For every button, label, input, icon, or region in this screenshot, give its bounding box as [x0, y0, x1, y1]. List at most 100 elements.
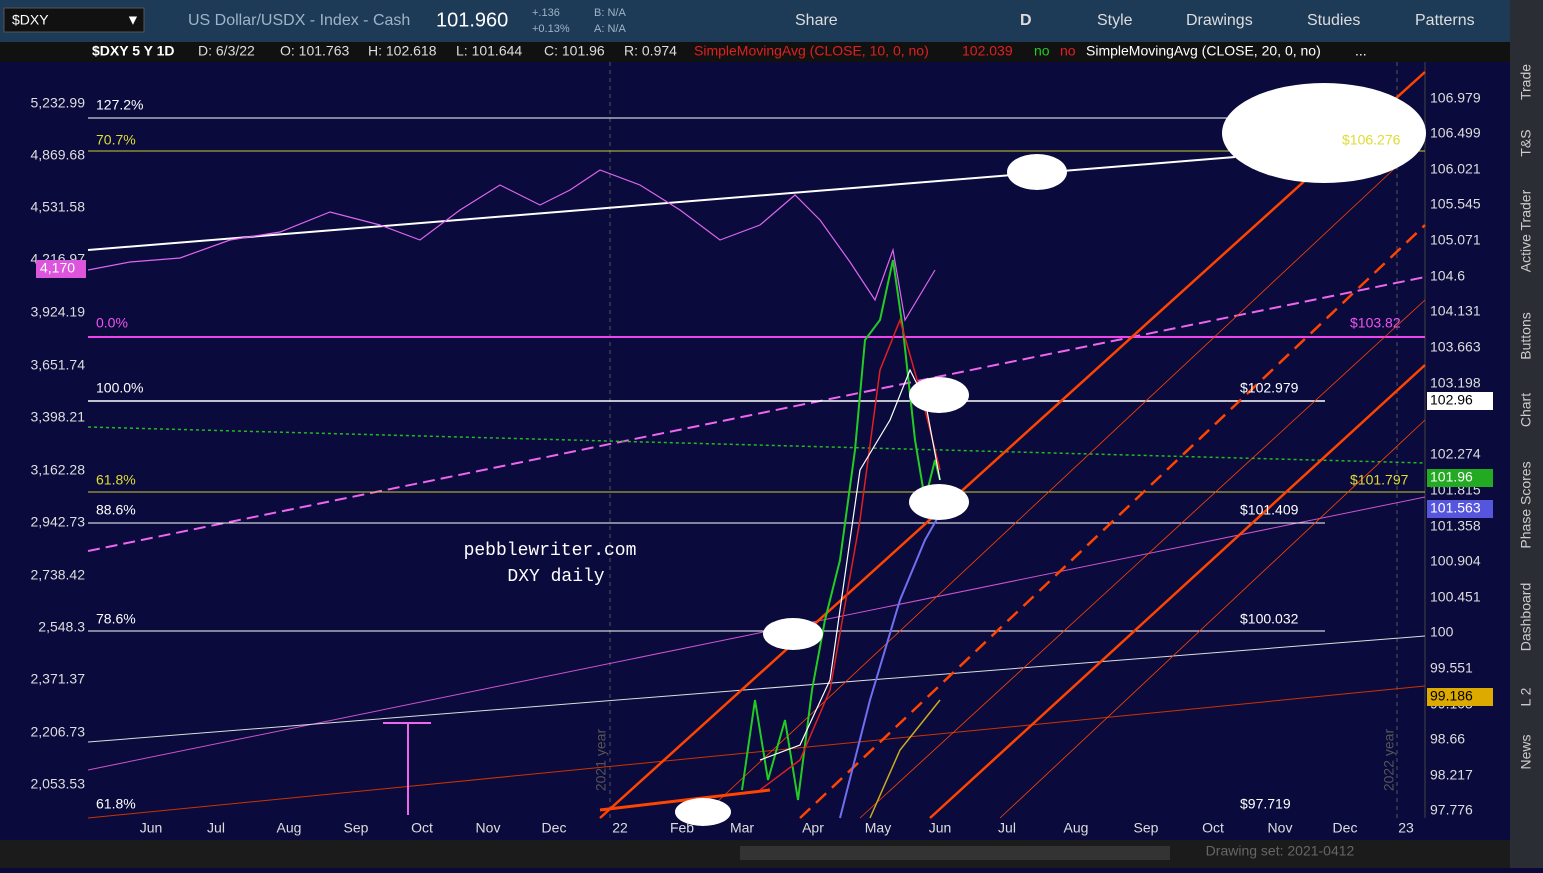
price-badge-label: 101.96 [1430, 469, 1473, 485]
sma10-flag: no [1034, 43, 1050, 59]
bid: B: N/A [594, 7, 626, 19]
drawing-set: Drawing set: 2021-0412 [1206, 843, 1355, 859]
x-tick-label: Nov [476, 820, 501, 836]
side-tab[interactable]: Chart [1518, 393, 1534, 427]
fib-price: $101.409 [1240, 502, 1299, 518]
fib-label: 78.6% [96, 611, 136, 627]
side-tab[interactable]: News [1518, 734, 1534, 769]
side-tab[interactable]: Trade [1518, 64, 1534, 100]
left-tick-label: 2,548.3 [38, 619, 85, 635]
left-tick-label: 4,869.68 [31, 147, 86, 163]
patterns-button[interactable]: Patterns [1415, 12, 1475, 29]
dropdown-arrow[interactable]: ▼ [126, 12, 140, 28]
sma-blue [839, 504, 946, 819]
left-tick-label: 2,942.73 [31, 514, 86, 530]
more[interactable]: ... [1355, 43, 1367, 59]
price-tick-label: 103.198 [1430, 375, 1481, 391]
x-tick-label: Jul [207, 820, 225, 836]
side-tab[interactable]: L 2 [1518, 687, 1534, 706]
highlight [909, 484, 969, 520]
labels: 106.979 106.499 106.021 105.545 105.071 104.6… [31, 64, 1534, 836]
x-tick-label: Dec [542, 820, 567, 836]
price-tick-label: 103.663 [1430, 339, 1481, 355]
symbol[interactable]: $DXY [12, 12, 49, 28]
left-tick-label: 2,371.37 [31, 671, 86, 687]
price-line [741, 259, 941, 801]
side-tab[interactable]: Dashboard [1518, 583, 1534, 652]
trend-line [87, 426, 1426, 464]
chart-bg [0, 62, 1425, 818]
x-tick-label: Sep [1134, 820, 1159, 836]
style-button[interactable]: Style [1097, 12, 1133, 29]
x-tick-label: Dec [1333, 820, 1358, 836]
trend-line [87, 276, 1426, 552]
sma-yellow [869, 699, 941, 819]
trend-line [87, 685, 1426, 819]
price-tick-label: 104.6 [1430, 268, 1465, 284]
sma10-label: SimpleMovingAvg (CLOSE, 10, 0, no) [694, 43, 929, 59]
price-tick-label: 99.551 [1430, 660, 1473, 676]
description: US Dollar/USDX - Index - Cash [188, 12, 410, 29]
spx-line [87, 169, 936, 322]
fib-label: 61.8% [96, 472, 136, 488]
side-tab[interactable]: Active Trader [1518, 189, 1534, 272]
left-tick-label: 2,738.42 [31, 567, 86, 583]
price-badge [1427, 392, 1493, 410]
price-tick-label: 102.274 [1430, 446, 1481, 462]
side-tab[interactable]: Phase Scores [1518, 461, 1534, 548]
price-badge [1427, 500, 1493, 518]
side-strip [1510, 0, 1543, 868]
fib-price: $97.719 [1240, 796, 1291, 812]
x-axis-bg [0, 818, 1510, 840]
highlight [1007, 154, 1067, 190]
fib-label: 100.0% [96, 380, 143, 396]
studies-button[interactable]: Studies [1307, 12, 1360, 29]
left-tick-label: 3,924.19 [31, 304, 86, 320]
price-tick-label: 100.451 [1430, 589, 1481, 605]
trend-line [599, 788, 771, 812]
x-tick-label: Apr [802, 820, 824, 836]
x-tick-label: Feb [670, 820, 694, 836]
fib-label: 127.2% [96, 97, 143, 113]
x-tick-label: 22 [612, 820, 628, 836]
drawings-button[interactable]: Drawings [1186, 12, 1253, 29]
watermark-site: pebblewriter.com [464, 541, 637, 561]
share-button[interactable]: Share [795, 12, 838, 29]
x-tick-label: May [865, 820, 891, 836]
fib-price: $101.797 [1350, 472, 1409, 488]
trend-line [859, 299, 1426, 819]
price-tick-label: 106.499 [1430, 125, 1481, 141]
fib-label: 88.6% [96, 502, 136, 518]
trend-line [699, 139, 1426, 819]
scrollbar[interactable] [740, 846, 1170, 860]
symbol-box[interactable] [3, 7, 145, 33]
price-tick-label: 105.545 [1430, 196, 1481, 212]
x-tick-label: Sep [344, 820, 369, 836]
drawings [87, 62, 1426, 826]
chart-symbol: $DXY 5 Y 1D [92, 43, 175, 59]
price-badge [1427, 469, 1493, 487]
price-tick-label: 106.021 [1430, 161, 1481, 177]
left-tick-label: 2,053.53 [31, 776, 86, 792]
highlight [763, 618, 823, 650]
x-tick-label: Nov [1268, 820, 1293, 836]
fib-label: 0.0% [96, 315, 128, 331]
price-badge-label: 101.563 [1430, 500, 1481, 516]
sma20-label: SimpleMovingAvg (CLOSE, 20, 0, no) [1086, 43, 1321, 59]
x-tick-label: 23 [1398, 820, 1414, 836]
trend-line [999, 419, 1426, 819]
left-tick-label: 3,651.74 [31, 357, 86, 373]
fib-price: $106.276 [1342, 132, 1401, 148]
range-marker [383, 722, 431, 815]
side-tab[interactable]: Buttons [1518, 312, 1534, 359]
period-button[interactable]: D [1020, 12, 1032, 29]
left-tick-label: 3,398.21 [31, 409, 86, 425]
price-tick-label: 100 [1430, 624, 1454, 640]
price-badge-label: 99.186 [1430, 688, 1473, 704]
ask: A: N/A [594, 23, 626, 35]
trend-line [799, 224, 1426, 819]
price-tick-label: 105.071 [1430, 232, 1481, 248]
side-tab[interactable]: T&S [1518, 129, 1534, 156]
